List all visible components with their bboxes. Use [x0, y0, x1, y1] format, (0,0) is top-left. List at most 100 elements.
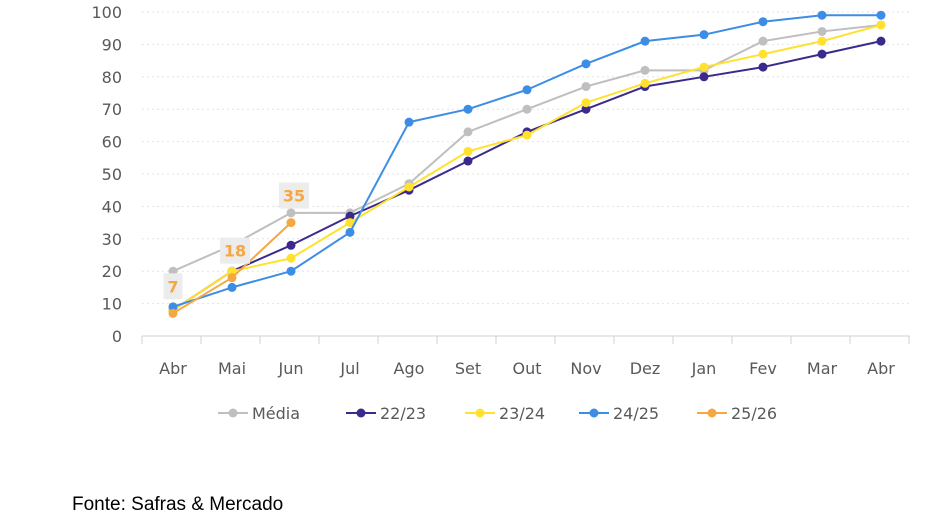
- legend-item: 25/26: [697, 404, 777, 423]
- x-tick-label: Ago: [394, 359, 425, 378]
- y-tick-label: 80: [102, 68, 122, 87]
- x-tick-label: Jun: [278, 359, 304, 378]
- data-point: [404, 182, 414, 192]
- legend-marker: [475, 408, 485, 418]
- series-4: [168, 218, 296, 318]
- data-point: [345, 218, 355, 228]
- source-note: Fonte: Safras & Mercado: [72, 494, 284, 515]
- legend-label: 24/25: [613, 404, 659, 423]
- y-tick-label: 90: [102, 35, 122, 54]
- data-point: [463, 146, 473, 156]
- data-point: [758, 49, 768, 59]
- data-point: [463, 156, 473, 166]
- x-tick-label: Mai: [218, 359, 246, 378]
- series-1: [168, 36, 886, 315]
- series-3: [168, 10, 886, 312]
- legend-label: 22/23: [380, 404, 426, 423]
- y-tick-label: 20: [102, 262, 122, 281]
- data-point: [286, 218, 296, 228]
- y-tick-label: 10: [102, 295, 122, 314]
- legend-item: 23/24: [465, 404, 545, 423]
- data-labels: 7 18 35: [163, 182, 309, 300]
- data-point: [640, 65, 650, 75]
- gridlines: [142, 11, 910, 305]
- data-point: [699, 62, 709, 72]
- data-point: [817, 36, 827, 46]
- legend-item: Média: [218, 404, 300, 423]
- series-group: [168, 10, 886, 318]
- data-point: [227, 266, 237, 276]
- data-point: [758, 17, 768, 27]
- legend-marker: [228, 408, 238, 418]
- data-point: [522, 104, 532, 114]
- data-point: [286, 253, 296, 263]
- data-point: [699, 72, 709, 82]
- x-tick-label: Set: [455, 359, 481, 378]
- data-point: [640, 36, 650, 46]
- data-label-box: [163, 273, 183, 300]
- y-tick-label: 70: [102, 100, 122, 119]
- series-2: [168, 20, 886, 315]
- data-point: [345, 227, 355, 237]
- data-point: [227, 282, 237, 292]
- y-tick-label: 50: [102, 165, 122, 184]
- y-tick-label: 100: [91, 3, 122, 22]
- line-chart: 0 10 20 30 40 50 60 70 80 90 100 Abr Mai Jun Jul Ago Se…: [91, 3, 910, 423]
- x-tick-label: Nov: [570, 359, 601, 378]
- data-point: [522, 130, 532, 140]
- legend-marker: [707, 408, 717, 418]
- x-tick-label: Mar: [807, 359, 838, 378]
- data-point: [404, 117, 414, 127]
- x-tick-label: Abr: [159, 359, 187, 378]
- legend-label: Média: [252, 404, 300, 423]
- data-point: [817, 10, 827, 20]
- data-point: [581, 59, 591, 69]
- data-point: [227, 273, 237, 283]
- data-point: [286, 266, 296, 276]
- x-tick-label: Jul: [339, 359, 359, 378]
- x-axis: Abr Mai Jun Jul Ago Set Out Nov Dez Jan Fev Mar Abr: [141, 335, 910, 378]
- data-point: [817, 49, 827, 59]
- legend-label: 23/24: [499, 404, 545, 423]
- legend-marker: [589, 408, 599, 418]
- legend-marker: [356, 408, 366, 418]
- y-tick-label: 0: [112, 327, 122, 346]
- x-tick-label: Out: [512, 359, 541, 378]
- data-point: [876, 10, 886, 20]
- series-line: [172, 40, 882, 311]
- data-point: [463, 127, 473, 137]
- data-point: [581, 104, 591, 114]
- data-point: [758, 62, 768, 72]
- y-tick-label: 30: [102, 230, 122, 249]
- data-point: [286, 240, 296, 250]
- data-point: [581, 82, 591, 92]
- data-point: [581, 98, 591, 108]
- y-tick-label: 40: [102, 197, 122, 216]
- legend: Média 22/23 23/24 24/25 25/26: [218, 404, 777, 423]
- data-point: [463, 104, 473, 114]
- y-axis-ticks: 0 10 20 30 40 50 60 70 80 90 100: [91, 3, 122, 346]
- series-line: [172, 14, 881, 308]
- data-point: [640, 78, 650, 88]
- data-label-box: [279, 182, 309, 209]
- data-label-box: [220, 237, 250, 264]
- legend-item: 24/25: [579, 404, 659, 423]
- data-point: [699, 30, 709, 40]
- data-point: [168, 302, 178, 312]
- data-label: 7: [167, 277, 178, 296]
- data-point: [286, 208, 296, 218]
- data-label: 35: [283, 187, 305, 206]
- data-label: 18: [224, 242, 246, 261]
- x-tick-label: Jan: [691, 359, 717, 378]
- data-point: [345, 211, 355, 221]
- x-tick-label: Fev: [749, 359, 777, 378]
- x-tick-label: Dez: [630, 359, 661, 378]
- y-tick-label: 60: [102, 133, 122, 152]
- data-point: [522, 85, 532, 95]
- data-point: [758, 36, 768, 46]
- legend-item: 22/23: [346, 404, 426, 423]
- legend-label: 25/26: [731, 404, 777, 423]
- data-point: [817, 26, 827, 36]
- data-point: [876, 20, 886, 30]
- x-tick-label: Abr: [867, 359, 895, 378]
